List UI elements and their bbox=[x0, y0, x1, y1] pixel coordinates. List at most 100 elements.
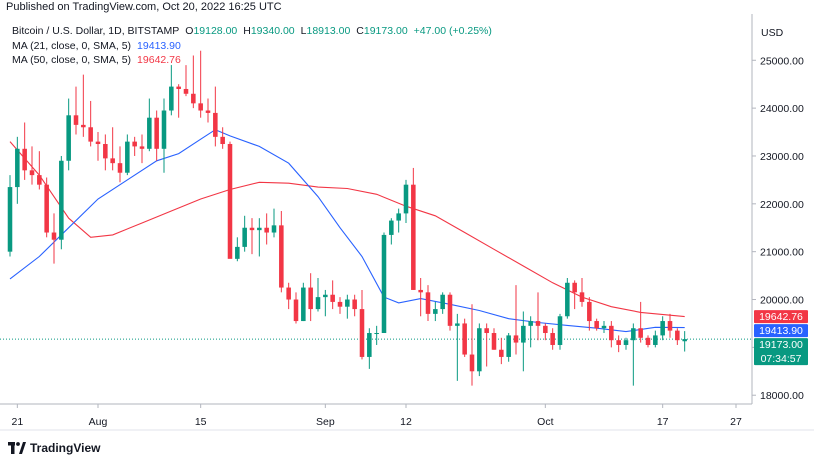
candle-body bbox=[271, 225, 277, 233]
candle-body bbox=[587, 301, 592, 322]
low-value: L18913.00 bbox=[300, 25, 351, 37]
ma21-label[interactable]: MA (21, close, 0, SMA, 5) bbox=[12, 39, 132, 52]
footer-brand-text: TradingView bbox=[30, 441, 101, 455]
candle bbox=[418, 277, 423, 317]
candle-body bbox=[418, 289, 423, 293]
candle-body bbox=[631, 328, 636, 341]
candle bbox=[638, 301, 643, 343]
candle bbox=[37, 151, 42, 190]
candle bbox=[433, 301, 438, 322]
candle bbox=[513, 285, 519, 355]
high-value: H19340.00 bbox=[243, 25, 295, 37]
candle-body bbox=[396, 213, 401, 221]
candle bbox=[213, 86, 218, 147]
candle bbox=[103, 134, 108, 171]
candle-body bbox=[359, 309, 365, 357]
candle-body bbox=[110, 158, 115, 164]
candle-body bbox=[205, 110, 211, 113]
x-tick-label: 17 bbox=[657, 416, 669, 428]
candle bbox=[352, 294, 357, 317]
candle-body bbox=[682, 339, 687, 342]
candle-body bbox=[447, 294, 453, 326]
candle bbox=[279, 211, 284, 293]
candle-body bbox=[22, 148, 27, 171]
candle-body bbox=[330, 294, 335, 302]
candle bbox=[477, 323, 482, 377]
close-value: C19173.00 bbox=[356, 25, 408, 37]
candle bbox=[95, 132, 101, 161]
candle bbox=[154, 110, 159, 161]
candle-body bbox=[557, 316, 563, 345]
candle-body bbox=[161, 110, 167, 149]
ma50-row: MA (50, close, 0, SMA, 5) 19642.76 bbox=[12, 53, 492, 68]
candle bbox=[22, 122, 27, 180]
candle-body bbox=[528, 321, 533, 326]
candle bbox=[484, 323, 489, 367]
candle-body bbox=[264, 227, 269, 233]
candle bbox=[169, 65, 174, 116]
candle bbox=[653, 330, 658, 348]
y-tick-label: 22000.00 bbox=[760, 199, 804, 211]
candle-body bbox=[462, 323, 467, 355]
footer-brand[interactable]: TradingView bbox=[8, 440, 100, 456]
candle bbox=[557, 313, 563, 350]
candle-body bbox=[66, 115, 71, 161]
ma50-label[interactable]: MA (50, close, 0, SMA, 5) bbox=[12, 54, 132, 66]
currency-label: USD bbox=[761, 27, 784, 39]
candle bbox=[535, 292, 541, 341]
candle bbox=[29, 146, 35, 185]
candle bbox=[227, 141, 233, 259]
candle-body bbox=[653, 335, 658, 345]
x-tick-label: 12 bbox=[400, 416, 412, 428]
candle bbox=[286, 282, 291, 310]
candle-body bbox=[7, 187, 13, 252]
ma21-line bbox=[9, 129, 685, 333]
candle bbox=[675, 328, 680, 345]
candle-body bbox=[609, 325, 614, 341]
candle-body bbox=[381, 234, 387, 334]
candle bbox=[7, 175, 13, 257]
ma50-line bbox=[9, 141, 685, 318]
candle-body bbox=[638, 328, 643, 338]
candle bbox=[315, 277, 321, 312]
candle bbox=[147, 98, 152, 152]
candle bbox=[447, 292, 453, 331]
candle bbox=[579, 277, 585, 307]
candle-body bbox=[308, 287, 313, 310]
candle-body bbox=[242, 227, 247, 247]
candle bbox=[660, 316, 665, 341]
candle bbox=[323, 289, 328, 317]
candle bbox=[73, 86, 79, 135]
candle-body bbox=[154, 117, 159, 149]
candle-body bbox=[675, 330, 680, 341]
y-tick-label: 21000.00 bbox=[760, 247, 804, 259]
candle-body bbox=[88, 127, 93, 142]
candle bbox=[682, 331, 687, 352]
candle-body bbox=[117, 163, 123, 173]
ma50-value: 19642.76 bbox=[137, 54, 181, 66]
candle-body bbox=[499, 349, 504, 357]
candle-body bbox=[645, 337, 651, 345]
candle bbox=[271, 208, 277, 238]
candle-body bbox=[572, 282, 577, 293]
candle-body bbox=[352, 299, 357, 310]
candle-body bbox=[15, 148, 20, 188]
candle bbox=[132, 136, 137, 156]
candle bbox=[235, 237, 240, 262]
candle-body bbox=[73, 115, 79, 125]
candle-body bbox=[403, 184, 409, 214]
x-tick-label: Oct bbox=[537, 416, 553, 428]
symbol-label[interactable]: Bitcoin / U.S. Dollar, 1D, BITSTAMP bbox=[12, 25, 180, 37]
candle bbox=[616, 335, 621, 353]
candle bbox=[440, 292, 445, 314]
candle bbox=[506, 333, 511, 362]
candle bbox=[161, 98, 167, 173]
candle bbox=[425, 285, 431, 322]
candle bbox=[411, 167, 416, 290]
candle-body bbox=[337, 301, 343, 307]
candle-body bbox=[565, 282, 570, 317]
candle-body bbox=[660, 321, 665, 336]
candle bbox=[645, 335, 651, 348]
candle bbox=[455, 313, 460, 381]
